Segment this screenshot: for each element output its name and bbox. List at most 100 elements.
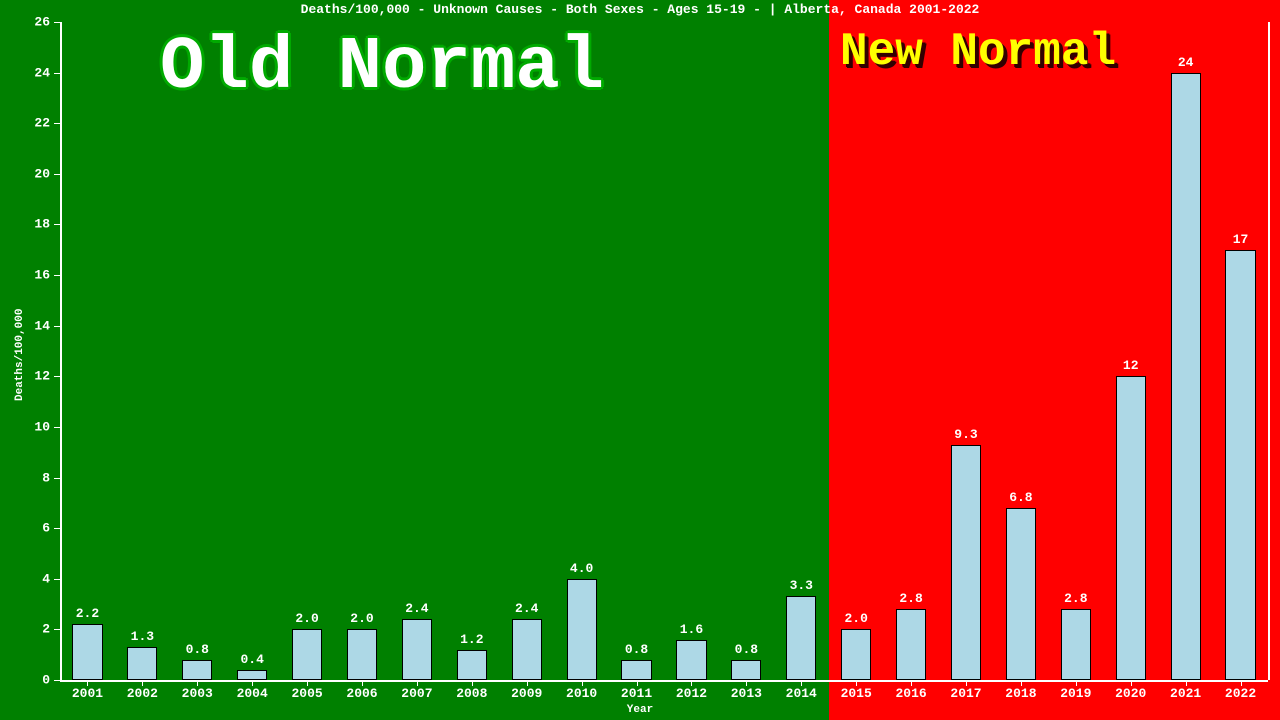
x-tick-label: 2005 — [291, 686, 322, 701]
bar — [72, 624, 102, 680]
chart-container: Deaths/100,000 - Unknown Causes - Both S… — [0, 0, 1280, 720]
x-tick-label: 2011 — [621, 686, 652, 701]
x-tick-label: 2003 — [182, 686, 213, 701]
y-tick-label: 24 — [0, 65, 50, 80]
x-tick-label: 2001 — [72, 686, 103, 701]
bar-value-label: 0.8 — [186, 642, 209, 657]
bar-value-label: 6.8 — [1009, 490, 1032, 505]
x-axis-label: Year — [0, 704, 1280, 716]
y-tick-mark — [54, 680, 60, 681]
y-tick-label: 10 — [0, 419, 50, 434]
bar-value-label: 24 — [1178, 55, 1194, 70]
y-tick-mark — [54, 427, 60, 428]
bar — [457, 650, 487, 680]
bar — [1006, 508, 1036, 680]
bar — [402, 619, 432, 680]
x-tick-label: 2016 — [895, 686, 926, 701]
bar — [621, 660, 651, 680]
bar-value-label: 0.8 — [625, 642, 648, 657]
bar-value-label: 2.8 — [899, 591, 922, 606]
watermark-old-normal: Old Normal — [160, 26, 604, 110]
bar — [1225, 250, 1255, 680]
y-tick-label: 8 — [0, 470, 50, 485]
bar — [237, 670, 267, 680]
x-tick-label: 2021 — [1170, 686, 1201, 701]
bar — [567, 579, 597, 680]
y-tick-mark — [54, 275, 60, 276]
bar — [731, 660, 761, 680]
bar-value-label: 9.3 — [954, 427, 977, 442]
x-tick-label: 2006 — [346, 686, 377, 701]
chart-title: Deaths/100,000 - Unknown Causes - Both S… — [0, 2, 1280, 17]
bar-value-label: 2.2 — [76, 606, 99, 621]
x-tick-label: 2004 — [237, 686, 268, 701]
y-tick-mark — [54, 528, 60, 529]
bar — [1171, 73, 1201, 680]
bar — [1116, 376, 1146, 680]
bar-value-label: 0.8 — [735, 642, 758, 657]
y-tick-label: 22 — [0, 116, 50, 131]
bar-value-label: 3.3 — [790, 578, 813, 593]
x-tick-label: 2018 — [1005, 686, 1036, 701]
bar-value-label: 2.8 — [1064, 591, 1087, 606]
y-tick-label: 20 — [0, 166, 50, 181]
y-tick-mark — [54, 629, 60, 630]
y-tick-mark — [54, 224, 60, 225]
y-axis-line — [60, 22, 62, 680]
bar — [512, 619, 542, 680]
y-tick-mark — [54, 478, 60, 479]
y-tick-label: 18 — [0, 217, 50, 232]
bar-value-label: 1.3 — [131, 629, 154, 644]
x-tick-label: 2002 — [127, 686, 158, 701]
bar-value-label: 2.0 — [350, 611, 373, 626]
y-axis-label: Deaths/100,000 — [14, 309, 26, 401]
y-tick-mark — [54, 22, 60, 23]
bar-value-label: 1.6 — [680, 622, 703, 637]
x-axis-line — [60, 680, 1268, 682]
bar — [951, 445, 981, 680]
x-tick-label: 2008 — [456, 686, 487, 701]
x-tick-label: 2020 — [1115, 686, 1146, 701]
bar-value-label: 17 — [1233, 232, 1249, 247]
bar — [127, 647, 157, 680]
y-tick-label: 0 — [0, 673, 50, 688]
x-tick-label: 2012 — [676, 686, 707, 701]
x-tick-label: 2014 — [786, 686, 817, 701]
bar-value-label: 2.0 — [295, 611, 318, 626]
y-tick-label: 2 — [0, 622, 50, 637]
x-tick-label: 2009 — [511, 686, 542, 701]
y-tick-label: 4 — [0, 571, 50, 586]
bar — [676, 640, 706, 680]
y-tick-mark — [54, 326, 60, 327]
bar-value-label: 2.0 — [844, 611, 867, 626]
bar — [896, 609, 926, 680]
bar-value-label: 4.0 — [570, 561, 593, 576]
y-tick-label: 6 — [0, 521, 50, 536]
bar — [182, 660, 212, 680]
bar — [841, 629, 871, 680]
x-tick-label: 2013 — [731, 686, 762, 701]
y-tick-mark — [54, 376, 60, 377]
x-tick-label: 2017 — [950, 686, 981, 701]
x-tick-label: 2015 — [841, 686, 872, 701]
y-tick-mark — [54, 123, 60, 124]
x-tick-label: 2010 — [566, 686, 597, 701]
bar — [786, 596, 816, 680]
bar-value-label: 2.4 — [515, 601, 538, 616]
y-tick-mark — [54, 174, 60, 175]
y-tick-label: 16 — [0, 268, 50, 283]
x-tick-label: 2019 — [1060, 686, 1091, 701]
right-axis-line — [1268, 22, 1270, 680]
x-tick-label: 2007 — [401, 686, 432, 701]
bar-value-label: 0.4 — [240, 652, 263, 667]
y-tick-mark — [54, 73, 60, 74]
bar — [1061, 609, 1091, 680]
watermark-new-normal: New Normal — [840, 26, 1116, 78]
bar — [292, 629, 322, 680]
bar-value-label: 12 — [1123, 358, 1139, 373]
y-tick-mark — [54, 579, 60, 580]
bar-value-label: 1.2 — [460, 632, 483, 647]
bar-value-label: 2.4 — [405, 601, 428, 616]
x-tick-label: 2022 — [1225, 686, 1256, 701]
bar — [347, 629, 377, 680]
